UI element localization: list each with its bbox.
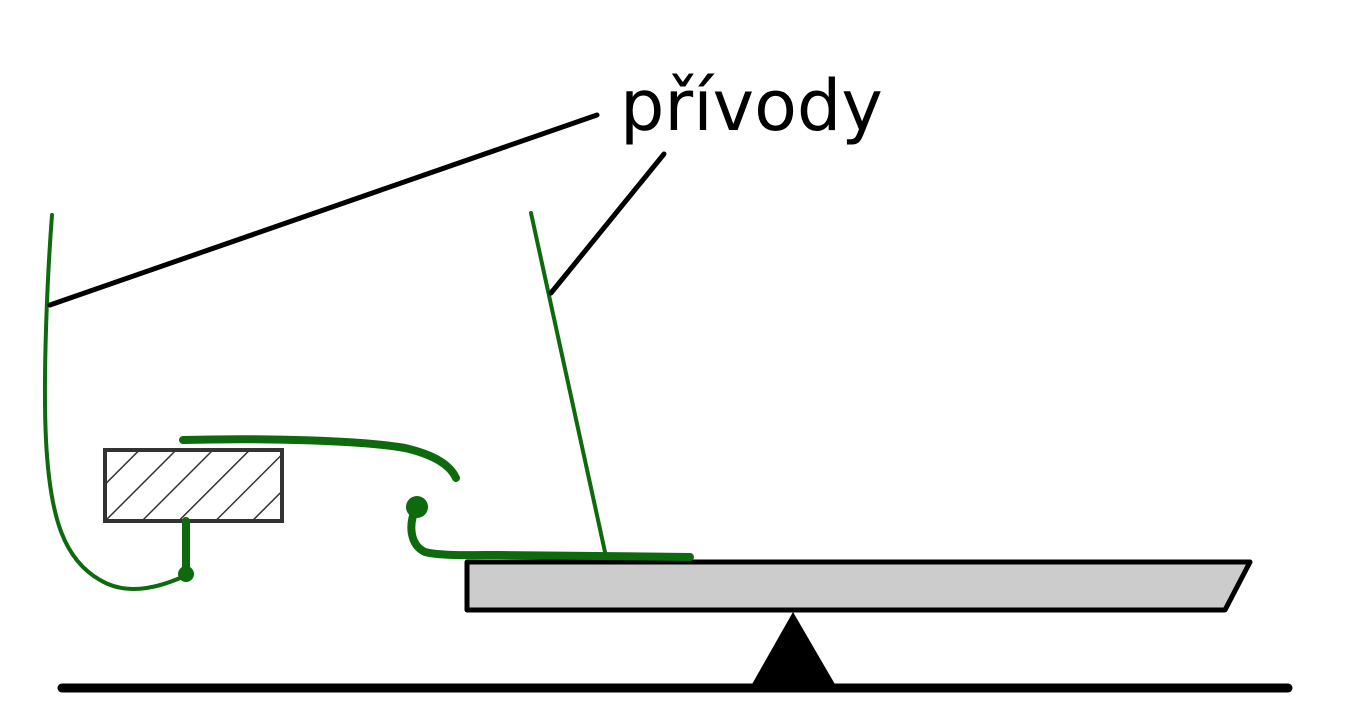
left-lead-wire [42,213,189,591]
spring-contact-arm [179,435,460,482]
right-lead-wire [529,211,607,554]
fulcrum-triangle [751,612,836,686]
fixed-block [103,448,284,523]
pointer-line-right [548,151,667,296]
lower-contact-dot [178,566,194,582]
leads-label: přívody [620,65,883,147]
beam-contact-hook [407,504,694,561]
wires [42,211,694,591]
balance-beam [464,559,1253,613]
beam-contact-dot [406,496,428,518]
pointer-line-left [47,112,600,308]
